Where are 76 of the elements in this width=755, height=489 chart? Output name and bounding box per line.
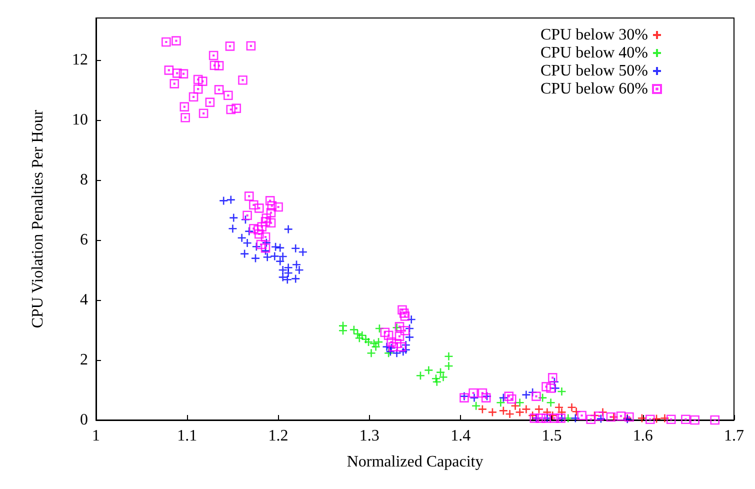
legend-label: CPU below 30% bbox=[540, 26, 648, 44]
point bbox=[354, 333, 364, 343]
y-tick-label: 2 bbox=[80, 352, 88, 368]
point bbox=[522, 404, 531, 414]
point bbox=[557, 386, 566, 396]
point bbox=[250, 254, 260, 263]
point bbox=[290, 274, 300, 284]
point bbox=[478, 404, 488, 414]
point bbox=[496, 398, 506, 408]
point bbox=[240, 249, 250, 258]
point bbox=[550, 384, 560, 393]
point bbox=[278, 252, 288, 262]
point bbox=[290, 244, 300, 254]
point bbox=[226, 195, 236, 204]
point bbox=[563, 414, 573, 423]
point bbox=[538, 393, 548, 402]
x-axis-title: Normalized Capacity bbox=[346, 454, 484, 470]
point bbox=[252, 242, 262, 252]
y-tick-label: 10 bbox=[72, 112, 88, 128]
point bbox=[637, 414, 647, 423]
y-tick-label: 4 bbox=[80, 292, 88, 308]
x-tick-label: 1.4 bbox=[450, 428, 471, 444]
x-tick-label: 1.2 bbox=[268, 428, 288, 444]
point bbox=[471, 401, 481, 411]
point bbox=[534, 404, 544, 414]
point bbox=[431, 374, 441, 384]
x-tick-label: 1.3 bbox=[359, 428, 380, 444]
point bbox=[218, 196, 228, 206]
x-tick-label: 1.1 bbox=[177, 428, 198, 444]
y-axis-title: CPU Violation Penalties Per Hour bbox=[30, 109, 46, 328]
point bbox=[596, 414, 606, 424]
point bbox=[398, 346, 408, 356]
legend-label: CPU below 40% bbox=[540, 44, 648, 62]
point bbox=[444, 361, 454, 371]
point bbox=[528, 410, 538, 420]
x-tick-label: 1 bbox=[92, 428, 100, 444]
point bbox=[444, 352, 454, 362]
point bbox=[244, 226, 254, 236]
point bbox=[424, 366, 434, 375]
y-tick-label: 6 bbox=[80, 232, 88, 248]
point bbox=[652, 414, 662, 424]
y-tick-label: 8 bbox=[80, 172, 88, 188]
y-tick-label: 0 bbox=[80, 412, 88, 428]
point bbox=[298, 247, 308, 257]
point bbox=[284, 224, 293, 234]
point bbox=[371, 342, 380, 352]
point bbox=[404, 332, 414, 342]
point bbox=[366, 348, 376, 358]
point bbox=[522, 390, 531, 400]
point bbox=[406, 314, 416, 324]
point bbox=[498, 393, 508, 402]
point bbox=[240, 214, 250, 224]
point bbox=[374, 337, 384, 347]
point bbox=[470, 393, 479, 402]
x-tick-label: 1.7 bbox=[724, 428, 744, 444]
point bbox=[262, 238, 272, 248]
point bbox=[338, 326, 348, 336]
point bbox=[546, 398, 556, 408]
point bbox=[401, 345, 411, 354]
point bbox=[361, 334, 370, 344]
y-tick-label: 12 bbox=[72, 52, 88, 68]
legend-label: CPU below 60% bbox=[540, 80, 648, 98]
point bbox=[570, 414, 580, 423]
point bbox=[515, 398, 524, 408]
point bbox=[432, 377, 442, 387]
point bbox=[488, 408, 498, 417]
point bbox=[228, 224, 238, 234]
point bbox=[660, 414, 670, 423]
legend-label: CPU below 50% bbox=[540, 62, 648, 80]
point bbox=[609, 412, 618, 422]
point bbox=[404, 324, 414, 334]
point bbox=[228, 213, 238, 222]
x-tick-label: 1.5 bbox=[542, 428, 562, 444]
x-tick-label: 1.6 bbox=[632, 428, 653, 444]
point bbox=[416, 370, 426, 380]
point bbox=[392, 322, 402, 332]
